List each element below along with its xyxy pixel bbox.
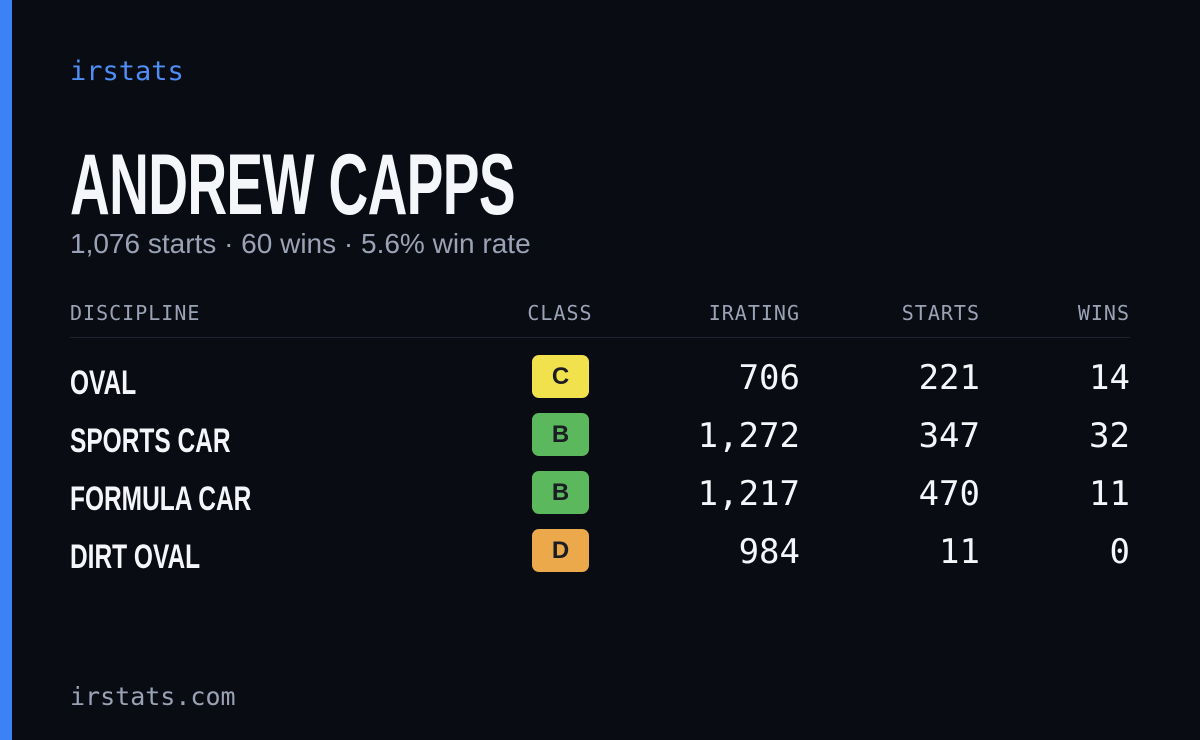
stat-value: 221 [918, 358, 980, 398]
accent-bar [0, 0, 12, 740]
stat-value: 470 [918, 474, 980, 514]
brand: irstats [70, 56, 184, 87]
class-badge: C [532, 355, 589, 398]
stat-value: 1,272 [697, 416, 800, 456]
discipline: DIRT OVAL [70, 538, 201, 576]
stat-value: 14 [1089, 358, 1130, 398]
stat-value: 1,217 [697, 474, 800, 514]
column-header: STARTS [901, 301, 980, 325]
stat-value: 347 [918, 416, 980, 456]
stat-value: 32 [1089, 416, 1130, 456]
class-badge: B [532, 471, 589, 514]
title: ANDREW CAPPS [70, 137, 516, 233]
header-rule [70, 337, 1130, 338]
discipline: FORMULA CAR [70, 480, 252, 518]
stat-value: 706 [738, 358, 800, 398]
class-badge: B [532, 413, 589, 456]
column-header: CLASS [527, 301, 593, 325]
stat-value: 0 [1109, 532, 1130, 572]
discipline: OVAL [70, 364, 137, 402]
stat-value: 11 [1089, 474, 1130, 514]
stat-value: 984 [738, 532, 800, 572]
column-header: IRATING [708, 301, 800, 325]
discipline: SPORTS CAR [70, 422, 231, 460]
column-header: WINS [1077, 301, 1130, 325]
column-header: DISCIPLINE [70, 301, 201, 325]
footer: irstats.com [70, 682, 236, 711]
subtitle: 1,076 starts · 60 wins · 5.6% win rate [70, 228, 531, 259]
stat-value: 11 [939, 532, 980, 572]
class-badge: D [532, 529, 589, 572]
